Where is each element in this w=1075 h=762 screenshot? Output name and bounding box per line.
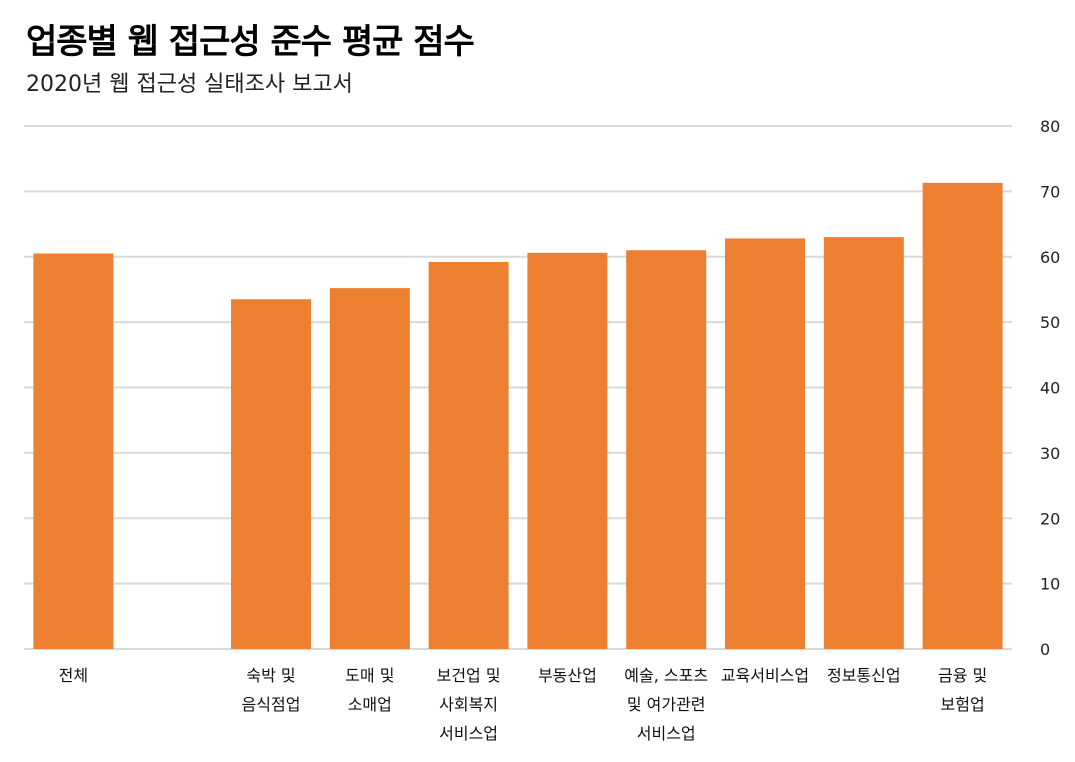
y-tick-label: 80 bbox=[1040, 117, 1060, 136]
x-category-label: 음식점업 bbox=[242, 695, 301, 714]
x-category-label: 전체 bbox=[59, 666, 88, 685]
x-category-label: 정보통신업 bbox=[827, 666, 901, 685]
y-tick-label: 20 bbox=[1040, 509, 1060, 528]
x-category-label: 보건업 및 bbox=[437, 666, 501, 685]
chart-subtitle: 2020년 웹 접근성 실태조사 보고서 bbox=[26, 72, 353, 97]
x-category-label: 예술, 스포츠 bbox=[624, 666, 708, 685]
y-tick-label: 50 bbox=[1040, 313, 1060, 332]
x-category-label: 금융 및 bbox=[938, 666, 987, 685]
bar bbox=[329, 288, 410, 649]
bar bbox=[922, 182, 1003, 649]
chart-title: 업종별 웹 접근성 준수 평균 점수 bbox=[26, 22, 475, 62]
y-tick-label: 60 bbox=[1040, 248, 1060, 267]
x-category-label: 사회복지 bbox=[439, 695, 498, 714]
x-category-label: 소매업 bbox=[348, 695, 392, 714]
y-tick-label: 70 bbox=[1040, 182, 1060, 201]
x-category-label: 서비스업 bbox=[439, 724, 498, 743]
x-category-label: 교육서비스업 bbox=[721, 666, 809, 685]
y-tick-label: 10 bbox=[1040, 575, 1060, 594]
y-tick-label: 30 bbox=[1040, 444, 1060, 463]
x-category-label: 숙박 및 bbox=[246, 666, 295, 685]
y-tick-label: 40 bbox=[1040, 379, 1060, 398]
bar bbox=[725, 238, 805, 649]
x-category-label: 및 여가관련 bbox=[627, 695, 706, 714]
bar bbox=[823, 237, 904, 649]
y-tick-label: 0 bbox=[1040, 640, 1050, 659]
bar bbox=[231, 299, 311, 649]
x-category-label: 서비스업 bbox=[637, 724, 696, 743]
y-tick-labels: 0 10 20 30 40 50 60 70 80 bbox=[1040, 117, 1060, 659]
bar bbox=[428, 261, 509, 649]
bar bbox=[527, 252, 608, 649]
bar bbox=[626, 250, 707, 649]
bars bbox=[33, 182, 1003, 649]
x-category-label: 보험업 bbox=[941, 695, 985, 714]
x-category-label: 부동산업 bbox=[538, 666, 597, 685]
bar bbox=[33, 253, 114, 649]
x-category-label: 도매 및 bbox=[345, 666, 394, 685]
